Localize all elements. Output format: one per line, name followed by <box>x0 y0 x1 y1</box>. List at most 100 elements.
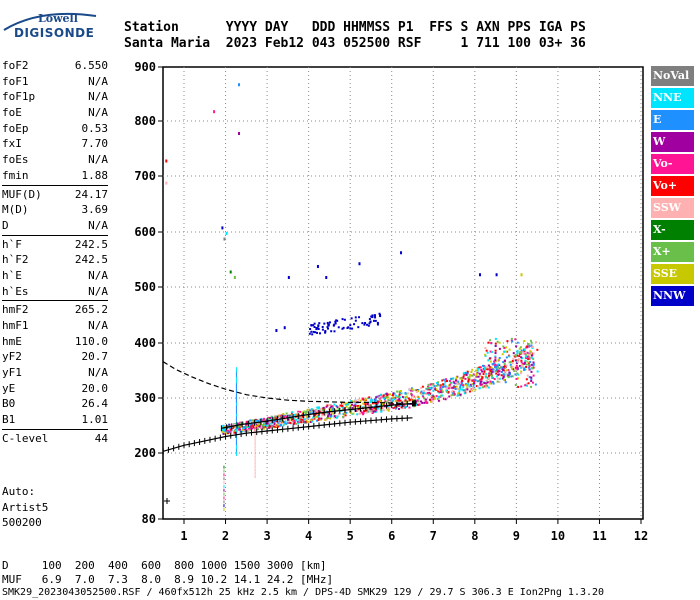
echo-dot <box>520 359 523 362</box>
echo-dot <box>354 399 357 402</box>
echo-dot <box>291 411 294 414</box>
echo-dot <box>268 426 271 429</box>
echo-dot <box>440 394 443 397</box>
echo-dot <box>352 412 355 415</box>
echo-dot <box>395 406 398 409</box>
param-separator <box>2 428 108 430</box>
echo-dot <box>241 430 244 433</box>
echo-dot <box>370 400 373 403</box>
echo-dot <box>258 418 261 421</box>
echo-dot <box>299 418 302 421</box>
echo-dot <box>526 345 529 348</box>
param-key: foF1 <box>2 74 29 88</box>
echo-dot <box>449 383 452 386</box>
echo-dot <box>254 471 256 475</box>
echo-dot <box>410 389 413 392</box>
echo-dot <box>485 384 488 387</box>
echo-dot <box>313 322 316 325</box>
echo-dot <box>322 407 325 410</box>
echo-dot <box>367 324 370 327</box>
echo-dot <box>386 405 389 408</box>
echo-dot <box>349 410 352 413</box>
echo-dot <box>296 413 299 416</box>
echo-dot <box>425 393 428 396</box>
echo-dot <box>475 374 478 377</box>
plot-frame <box>162 66 644 520</box>
param-value: N/A <box>88 74 108 88</box>
echo-dot <box>496 375 499 378</box>
echo-dot <box>362 413 365 416</box>
echo-dot <box>235 422 237 426</box>
echo-dot <box>376 401 379 404</box>
echo-dot <box>519 365 522 368</box>
echo-dot <box>505 350 508 353</box>
echo-dot <box>268 422 271 425</box>
echo-dot <box>510 367 513 370</box>
echo-dot <box>525 365 528 368</box>
echo-dot <box>393 406 396 409</box>
param-value: N/A <box>88 106 108 120</box>
echo-dot <box>269 417 272 420</box>
echo-dot <box>488 357 491 360</box>
x-tick-label: 12 <box>634 529 648 543</box>
param-key: yF1 <box>2 366 22 380</box>
echo-dot <box>230 428 233 431</box>
echo-dot <box>528 363 531 366</box>
echo-dot <box>514 368 517 371</box>
echo-dot <box>224 429 227 432</box>
echo-dot <box>301 415 304 418</box>
echo-dot <box>423 397 426 400</box>
echo-dot <box>469 383 472 386</box>
echo-dot <box>235 389 237 393</box>
echo-dot <box>250 427 253 430</box>
echo-dot <box>478 386 481 389</box>
echo-dot <box>380 393 383 396</box>
echo-dot <box>235 378 237 382</box>
echo-dot <box>329 412 332 415</box>
legend-item: E <box>651 110 694 130</box>
echo-dot <box>270 422 273 425</box>
echo-dot <box>320 410 323 413</box>
echo-dot <box>455 378 458 381</box>
echo-dot <box>330 330 333 333</box>
echo-dot <box>351 327 354 330</box>
x-tick-label: 8 <box>471 529 478 543</box>
param-row: foF1 N/A <box>2 74 108 90</box>
echo-dot <box>465 384 468 387</box>
echo-dot <box>502 375 505 378</box>
echo-dot <box>487 377 490 380</box>
echo-dot <box>493 378 496 381</box>
echo-dot <box>296 420 299 423</box>
echo-dot <box>272 416 275 419</box>
echo-dot <box>441 390 444 393</box>
echo-dot <box>293 422 296 425</box>
echo-dot <box>227 429 230 432</box>
echo-dot <box>446 385 449 388</box>
echo-dot <box>428 393 431 396</box>
echo-dot <box>318 406 321 409</box>
param-row: yF2 20.7 <box>2 349 108 365</box>
echo-dot <box>511 359 514 362</box>
echo-dot <box>376 395 379 398</box>
echo-dot <box>477 375 480 378</box>
echo-dot <box>454 385 457 388</box>
echo-dot <box>297 413 300 416</box>
echo-dot <box>235 371 237 375</box>
echo-dot <box>254 445 256 449</box>
echo-dot <box>498 347 501 350</box>
echo-dot <box>350 409 353 412</box>
echo-dot <box>530 354 533 357</box>
echo-dot <box>402 400 405 403</box>
echo-dot <box>254 468 256 472</box>
echo-dot <box>437 381 440 384</box>
echo-dot <box>454 388 457 391</box>
echo-dot <box>416 395 419 398</box>
echo-dot <box>396 399 399 402</box>
echo-dot <box>397 407 400 410</box>
echo-dot <box>276 423 279 426</box>
echo-dot <box>349 324 352 327</box>
echo-dot <box>435 384 438 387</box>
echo-dot <box>529 350 532 353</box>
param-key: MUF(D) <box>2 187 42 201</box>
echo-dot <box>344 402 347 405</box>
